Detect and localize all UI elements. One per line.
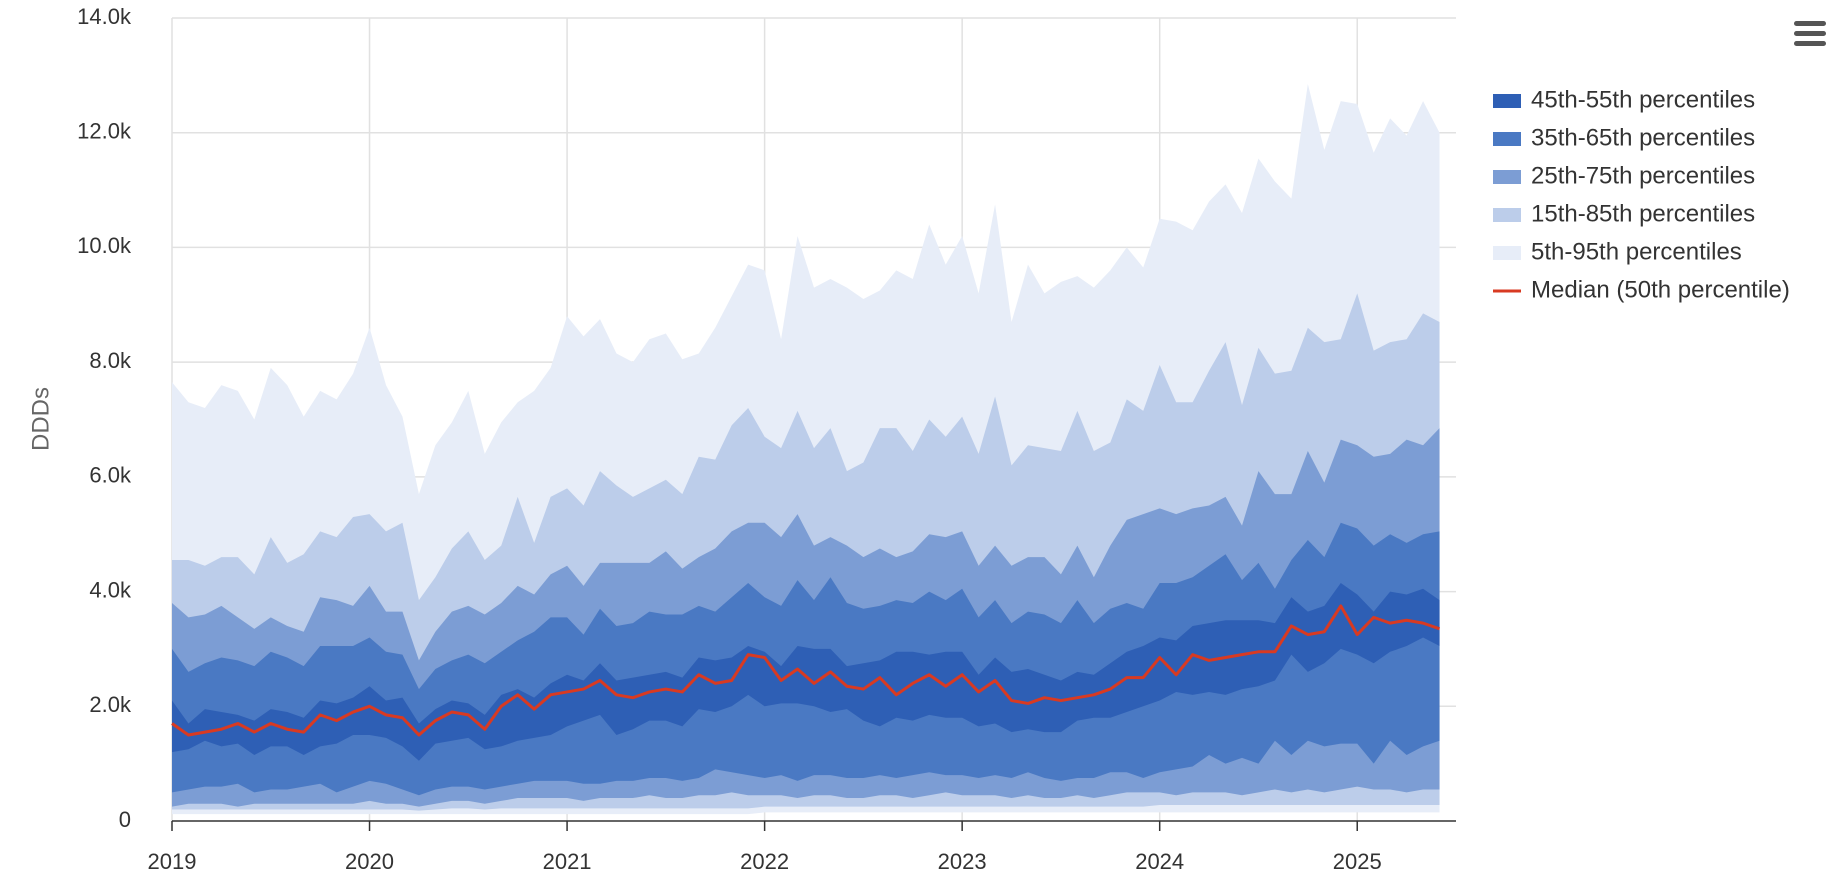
x-tick-label: 2023 [938,849,987,874]
bands [172,83,1440,815]
y-tick-label: 8.0k [89,348,132,373]
x-tick-label: 2019 [148,849,197,874]
legend: 45th-55th percentiles 35th-65th percentil… [1493,86,1790,303]
legend-swatch [1493,132,1521,146]
x-tick-label: 2025 [1333,849,1382,874]
y-tick-label: 4.0k [89,577,132,602]
menu-bar [1794,31,1826,36]
y-tick-label: 10.0k [77,233,132,258]
legend-label: 5th-95th percentiles [1531,238,1742,265]
legend-label: 35th-65th percentiles [1531,124,1755,151]
legend-label: 45th-55th percentiles [1531,86,1755,113]
x-tick-label: 2020 [345,849,394,874]
legend-label: 25th-75th percentiles [1531,162,1755,189]
y-tick-label: 0 [119,807,131,832]
x-tick-label: 2021 [543,849,592,874]
legend-label: Median (50th percentile) [1531,276,1790,303]
y-tick-label: 14.0k [77,4,132,29]
y-axis-title: DDDs [27,387,54,451]
y-tick-label: 12.0k [77,119,132,144]
legend-swatch [1493,246,1521,260]
legend-swatch [1493,208,1521,222]
legend-swatch [1493,170,1521,184]
menu-bar [1794,41,1826,46]
plot-area [171,17,1456,821]
x-tick-label: 2022 [740,849,789,874]
median-line [171,604,1441,737]
percentile-band [172,582,1440,761]
legend-label: 15th-85th percentiles [1531,200,1755,227]
menu-bar [1794,21,1826,26]
y-tick-label: 6.0k [89,463,132,488]
menu-button[interactable] [1794,21,1826,46]
y-tick-label: 2.0k [89,692,132,717]
x-tick-label: 2024 [1135,849,1184,874]
legend-swatch [1493,94,1521,108]
